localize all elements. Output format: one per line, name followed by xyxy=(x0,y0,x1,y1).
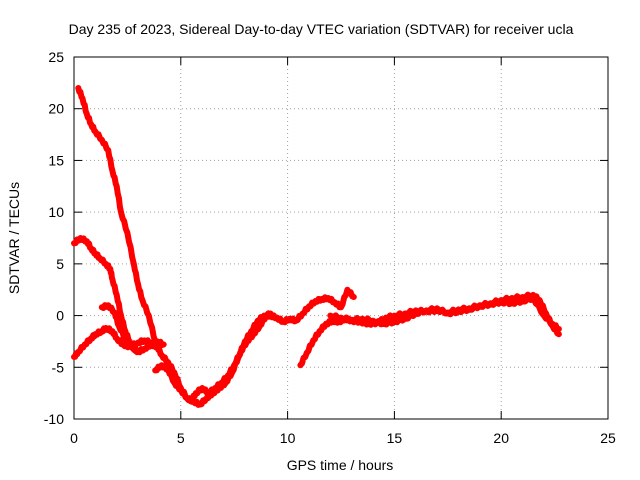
series-pass-7 xyxy=(327,295,562,332)
series-pass-4 xyxy=(98,302,274,405)
y-tick-label: 0 xyxy=(56,308,64,324)
y-tick-label: 10 xyxy=(48,204,64,220)
x-tick-label: 25 xyxy=(600,430,616,446)
tick-marks xyxy=(73,56,609,420)
y-tick-label: 20 xyxy=(48,101,64,117)
plot-frame xyxy=(73,56,609,420)
series-pass-6 xyxy=(297,291,562,369)
y-axis-label: SDTVAR / TECUs xyxy=(6,182,22,294)
series-pass-3 xyxy=(71,325,167,360)
data-series xyxy=(71,85,562,408)
x-axis-label: GPS time / hours xyxy=(287,457,394,473)
y-tick-label: -5 xyxy=(52,359,65,375)
y-tick-label: 15 xyxy=(48,152,64,168)
chart-title: Day 235 of 2023, Sidereal Day-to-day VTE… xyxy=(69,21,574,37)
series-pass-2 xyxy=(71,235,142,356)
series-pass-5 xyxy=(152,286,357,408)
x-tick-label: 0 xyxy=(70,430,78,446)
x-tick-labels: 0 5 10 15 20 25 xyxy=(70,430,616,446)
x-tick-label: 20 xyxy=(493,430,509,446)
grid xyxy=(74,57,608,419)
series-pass-1 xyxy=(75,85,159,345)
x-tick-label: 5 xyxy=(177,430,185,446)
y-tick-label: 5 xyxy=(56,256,64,272)
y-tick-label: -10 xyxy=(44,411,64,427)
y-tick-label: 25 xyxy=(48,49,64,65)
x-tick-label: 10 xyxy=(280,430,296,446)
x-tick-label: 15 xyxy=(387,430,403,446)
y-tick-labels: -10 -5 0 5 10 15 20 25 xyxy=(44,49,64,427)
